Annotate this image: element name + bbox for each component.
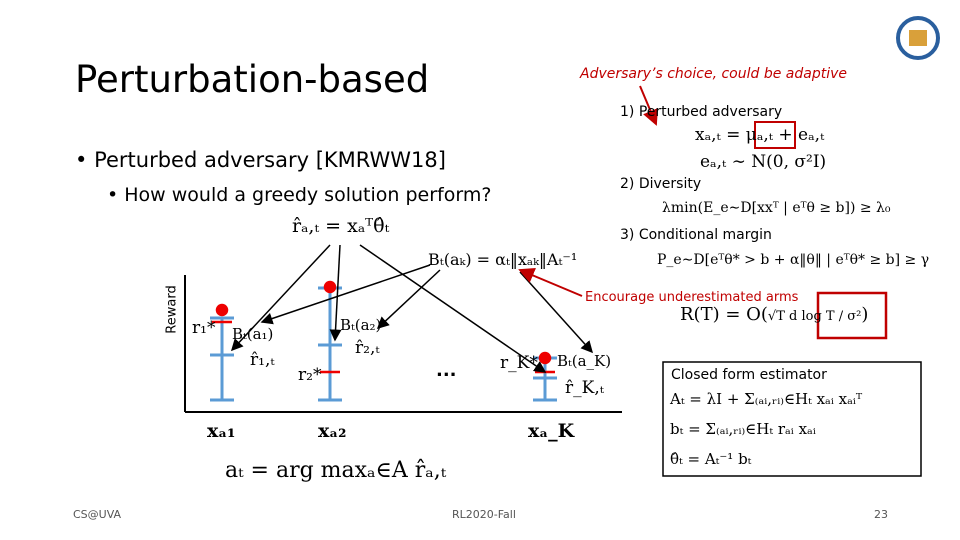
formula: λmin(E_e∼D[xxᵀ | eᵀθ ≥ b]) ≥ λ₀ xyxy=(662,200,891,216)
arm-label: r₁* xyxy=(192,318,216,338)
footer-center: RL2020-Fall xyxy=(452,508,516,521)
highlight-box xyxy=(816,291,888,340)
arm-label: Bₜ(a_K) xyxy=(557,352,612,370)
sub-bullet: • How would a greedy solution perform? xyxy=(107,184,492,206)
formula: P_e∼D[eᵀθ* > b + α‖θ‖ | eᵀθ* ≥ b] ≥ γ xyxy=(657,252,930,268)
ellipsis: ... xyxy=(436,360,457,381)
arrows xyxy=(230,244,594,373)
bullet-text: Perturbed adversary [KMRWW18] xyxy=(94,148,446,172)
regret-formula: R(T) = O(√T d log T / σ²) xyxy=(680,304,868,325)
arm-label: r̂₁,ₜ xyxy=(250,350,275,370)
arm-label: r̂₂,ₜ xyxy=(355,338,380,358)
formula: eₐ,ₜ ∼ N(0, σ²I) xyxy=(700,152,827,172)
condition-label: 3) Conditional margin xyxy=(620,227,772,243)
formula: aₜ = arg maxₐ∈A r̂ₐ,ₜ xyxy=(225,458,447,483)
formula: bₜ = Σ₍ₐᵢ,ᵣᵢ₎∈Hₜ rₐᵢ xₐᵢ xyxy=(670,420,816,438)
formula: xₐ,ₜ = μₐ,ₜ + eₐ,ₜ xyxy=(695,125,825,145)
formula: Bₜ(aₖ) = αₜ‖xₐₖ‖Aₜ⁻¹ xyxy=(428,250,578,269)
formula: Aₜ = λI + Σ₍ₐᵢ,ᵣᵢ₎∈Hₜ xₐᵢ xₐᵢᵀ xyxy=(670,390,863,408)
arm-bars xyxy=(210,286,557,402)
condition-label: 2) Diversity xyxy=(620,176,702,192)
arrow xyxy=(639,85,658,126)
arm-label: xₐ_K xyxy=(528,420,575,442)
highlight-box xyxy=(754,121,796,149)
annotation: Adversary’s choice, could be adaptive xyxy=(580,66,847,82)
formula: r̂ₐ,ₜ = xₐᵀθ̂ₜ xyxy=(292,215,390,237)
formula: ) xyxy=(861,304,869,325)
formula: R(T) = O( xyxy=(680,304,768,325)
formula: θ̂ₜ = Aₜ⁻¹ bₜ xyxy=(670,450,752,468)
formula: √T d log T / σ² xyxy=(767,309,862,324)
page-number: 23 xyxy=(874,508,888,521)
arm-label: Bₜ(a₁) xyxy=(232,325,274,343)
true-rewards xyxy=(212,280,555,374)
arm-label: r̂_K,ₜ xyxy=(565,378,604,398)
arm-label: r_K* xyxy=(500,353,538,373)
condition-label: 1) Perturbed adversary xyxy=(620,104,783,120)
logo xyxy=(909,30,927,46)
estimator-box xyxy=(662,361,922,477)
logo xyxy=(896,16,940,60)
title: Perturbation-based xyxy=(75,58,430,101)
arm-label: Bₜ(a₂) xyxy=(340,316,382,334)
arrow xyxy=(518,268,583,297)
sub-bullet-text: How would a greedy solution perform? xyxy=(124,184,492,206)
note: Encourage underestimated arms xyxy=(585,290,799,305)
axis-label: Reward xyxy=(164,285,180,334)
arm-label: r₂* xyxy=(298,365,322,385)
arm-label: xₐ₁ xyxy=(207,420,236,442)
footer-left: CS@UVA xyxy=(73,508,122,521)
arm-label: xₐ₂ xyxy=(318,420,347,442)
estimator-title: Closed form estimator xyxy=(671,367,827,383)
bullet: • Perturbed adversary [KMRWW18] xyxy=(75,148,446,172)
